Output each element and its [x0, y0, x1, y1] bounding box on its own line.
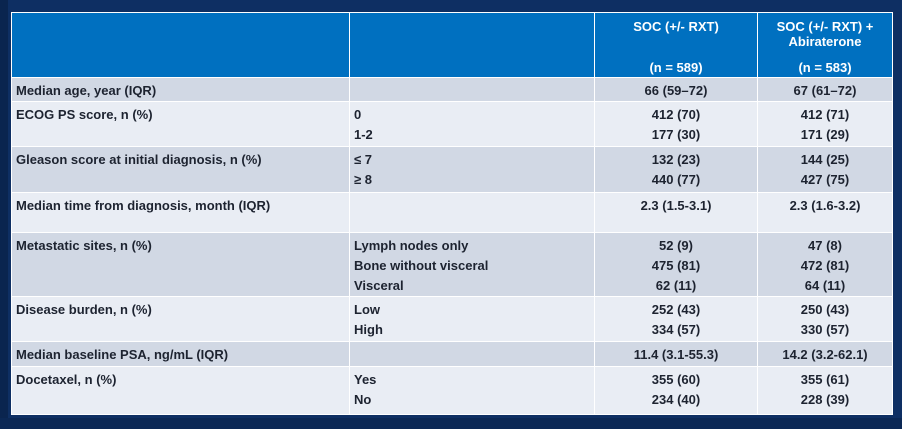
table-row-docetaxel: Docetaxel, n (%) Yes No 355 (60) 234 (40…	[11, 366, 893, 415]
sub-label-visceral: Visceral	[354, 278, 404, 293]
row-label-baseline-psa: Median baseline PSA, ng/mL (IQR)	[16, 347, 229, 362]
sub-label-ecog-1-2: 1-2	[354, 127, 373, 142]
cell-abi-burden-low: 250 (43)	[800, 302, 850, 317]
slide-bottom-band	[0, 418, 902, 429]
row-label-gleason: Gleason score at initial diagnosis, n (%…	[16, 152, 262, 167]
cell-abi-time-from-diagnosis: 2.3 (1.6-3.2)	[789, 198, 861, 213]
cell-soc-ecog-0: 412 (70)	[651, 107, 701, 122]
row-label-ecog: ECOG PS score, n (%)	[16, 107, 153, 122]
cell-soc-gleason-le7: 132 (23)	[651, 152, 701, 167]
cell-abi-ecog-1-2: 171 (29)	[800, 127, 850, 142]
cell-soc-ecog-1-2: 177 (30)	[651, 127, 701, 142]
table-row-median-age: Median age, year (IQR) 66 (59–72) 67 (61…	[11, 77, 893, 102]
cell-soc-docetaxel-yes: 355 (60)	[651, 372, 701, 387]
cell-soc-gleason-ge8: 440 (77)	[651, 172, 701, 187]
table-row-time-from-diagnosis: Median time from diagnosis, month (IQR) …	[11, 192, 893, 233]
cell-abi-bone-without-visceral: 472 (81)	[800, 258, 850, 273]
cell-abi-docetaxel-no: 228 (39)	[800, 392, 850, 407]
cell-soc-lymph-nodes-only: 52 (9)	[659, 238, 693, 253]
cell-abi-burden-high: 330 (57)	[800, 322, 850, 337]
header-abi-title: SOC (+/- RXT) +	[776, 19, 874, 34]
cell-abi-lymph-nodes-only: 47 (8)	[808, 238, 842, 253]
header-abiraterone: SOC (+/- RXT) + Abiraterone (n = 583)	[757, 12, 893, 78]
cell-abi-visceral: 64 (11)	[804, 278, 846, 293]
table-row-disease-burden: Disease burden, n (%) Low High 252 (43) …	[11, 296, 893, 342]
sub-label-bone-without-visceral: Bone without visceral	[354, 258, 489, 273]
table-row-ecog: ECOG PS score, n (%) 0 1-2 412 (70) 177 …	[11, 101, 893, 147]
row-label-median-age: Median age, year (IQR)	[16, 83, 157, 98]
header-abi-title-2: Abiraterone	[788, 34, 862, 49]
baseline-characteristics-table: SOC (+/- RXT) (n = 589) SOC (+/- RXT) + …	[11, 12, 893, 415]
header-soc: SOC (+/- RXT) (n = 589)	[594, 12, 758, 78]
header-abi-n: (n = 583)	[798, 60, 852, 75]
sub-label-gleason-le7: ≤ 7	[354, 152, 372, 167]
row-label-metastatic-sites: Metastatic sites, n (%)	[16, 238, 152, 253]
header-empty-subcategory	[349, 12, 595, 78]
cell-abi-ecog-0: 412 (71)	[800, 107, 850, 122]
baseline-characteristics-table-container: SOC (+/- RXT) (n = 589) SOC (+/- RXT) + …	[11, 12, 893, 416]
sub-label-gleason-ge8: ≥ 8	[354, 172, 372, 187]
cell-abi-baseline-psa: 14.2 (3.2-62.1)	[782, 347, 868, 362]
sub-label-burden-high: High	[354, 322, 383, 337]
cell-soc-median-age: 66 (59–72)	[644, 83, 708, 98]
cell-abi-gleason-le7: 144 (25)	[800, 152, 850, 167]
cell-soc-bone-without-visceral: 475 (81)	[651, 258, 701, 273]
slide-border	[0, 0, 8, 429]
header-empty-characteristic	[11, 12, 350, 78]
cell-abi-docetaxel-yes: 355 (61)	[800, 372, 850, 387]
sub-label-docetaxel-no: No	[354, 392, 372, 407]
sub-label-ecog-0: 0	[354, 107, 362, 122]
table-row-baseline-psa: Median baseline PSA, ng/mL (IQR) 11.4 (3…	[11, 341, 893, 367]
header-soc-n: (n = 589)	[649, 60, 703, 75]
row-label-disease-burden: Disease burden, n (%)	[16, 302, 152, 317]
cell-abi-median-age: 67 (61–72)	[793, 83, 857, 98]
sub-label-burden-low: Low	[354, 302, 380, 317]
table-row-metastatic-sites: Metastatic sites, n (%) Lymph nodes only…	[11, 232, 893, 297]
cell-soc-baseline-psa: 11.4 (3.1-55.3)	[633, 347, 719, 362]
header-soc-title: SOC (+/- RXT)	[633, 19, 719, 34]
cell-abi-gleason-ge8: 427 (75)	[800, 172, 850, 187]
row-label-docetaxel: Docetaxel, n (%)	[16, 372, 117, 387]
cell-soc-time-from-diagnosis: 2.3 (1.5-3.1)	[640, 198, 712, 213]
table-row-gleason: Gleason score at initial diagnosis, n (%…	[11, 146, 893, 193]
cell-soc-burden-low: 252 (43)	[651, 302, 701, 317]
row-label-time-from-diagnosis: Median time from diagnosis, month (IQR)	[16, 198, 271, 213]
cell-soc-docetaxel-no: 234 (40)	[651, 392, 701, 407]
cell-soc-burden-high: 334 (57)	[651, 322, 701, 337]
sub-label-lymph-nodes-only: Lymph nodes only	[354, 238, 469, 253]
cell-soc-visceral: 62 (11)	[655, 278, 697, 293]
table-header-row: SOC (+/- RXT) (n = 589) SOC (+/- RXT) + …	[11, 12, 893, 78]
sub-label-docetaxel-yes: Yes	[354, 372, 377, 387]
